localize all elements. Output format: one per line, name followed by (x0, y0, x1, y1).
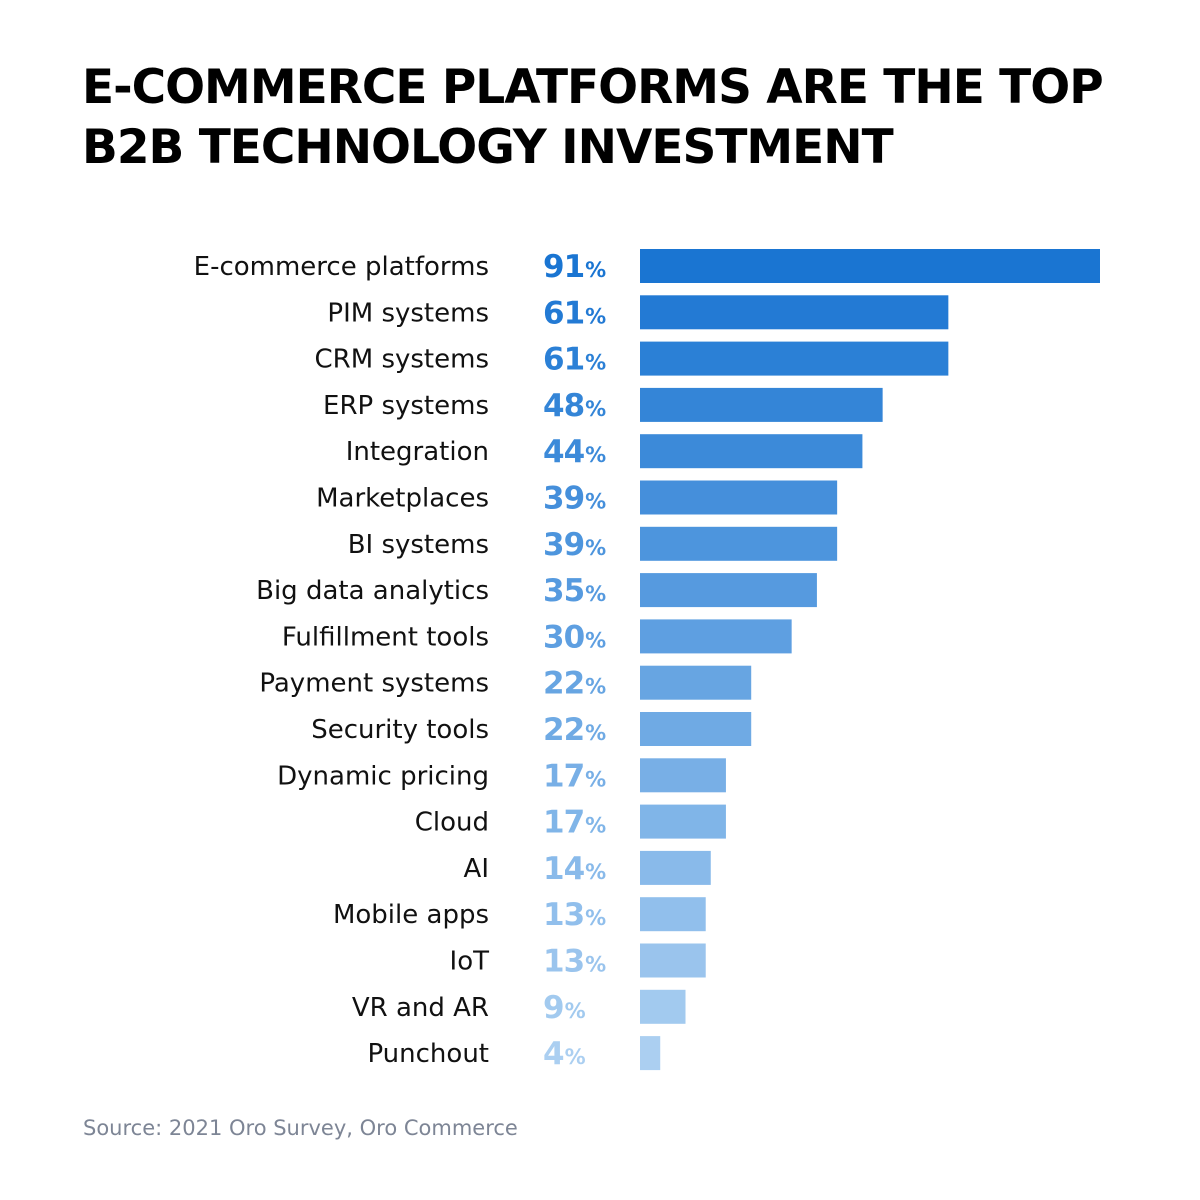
value-label: 35% (543, 573, 606, 609)
bar (640, 989, 686, 1024)
value-label: 61% (543, 342, 606, 378)
value-label: 48% (543, 388, 606, 424)
category-label: Mobile apps (333, 900, 489, 930)
category-label: CRM systems (315, 345, 489, 375)
value-label: 14% (543, 851, 606, 887)
value-label: 39% (543, 527, 606, 563)
category-label: Big data analytics (256, 576, 489, 606)
source-note: Source: 2021 Oro Survey, Oro Commerce (83, 1116, 518, 1140)
bar (640, 712, 752, 746)
bar (640, 526, 838, 561)
category-label: Integration (346, 437, 489, 467)
bar (640, 758, 726, 793)
bar (640, 480, 838, 515)
bar (640, 341, 949, 376)
value-label: 61% (543, 295, 606, 331)
bar (640, 434, 863, 469)
value-label: 17% (543, 805, 606, 841)
category-label: Payment systems (259, 669, 489, 699)
chart-title-line-1: E-COMMERCE PLATFORMS ARE THE TOP (82, 60, 1104, 115)
bar (640, 665, 752, 700)
bar (640, 943, 706, 978)
value-label: 17% (543, 758, 606, 794)
value-label: 22% (543, 712, 606, 748)
bar (640, 850, 711, 885)
value-label: 13% (543, 944, 606, 980)
bar (640, 249, 1100, 283)
category-label: Cloud (415, 808, 489, 838)
bar (640, 897, 706, 932)
value-label: 44% (543, 434, 606, 470)
bar (640, 804, 726, 839)
category-label: AI (464, 854, 489, 884)
bar (640, 295, 949, 330)
value-label: 9% (543, 990, 586, 1026)
value-label: 22% (543, 666, 606, 702)
bar (640, 1036, 661, 1071)
value-label: 91% (543, 249, 606, 285)
bar (640, 573, 817, 608)
category-label: ERP systems (323, 391, 489, 421)
category-label: BI systems (348, 530, 489, 560)
bar (640, 619, 792, 654)
category-label: VR and AR (352, 993, 489, 1023)
category-label: IoT (450, 947, 490, 977)
value-label: 4% (543, 1036, 586, 1072)
category-label: E-commerce platforms (194, 252, 489, 282)
category-label: Dynamic pricing (277, 761, 489, 791)
value-label: 13% (543, 897, 606, 933)
category-label: Fulfillment tools (282, 622, 489, 652)
bar (640, 387, 883, 422)
value-label: 30% (543, 619, 606, 655)
category-label: Punchout (367, 1039, 489, 1069)
category-label: PIM systems (327, 298, 489, 328)
chart-title-line-2: B2B TECHNOLOGY INVESTMENT (82, 120, 894, 175)
category-label: Marketplaces (316, 484, 489, 514)
category-label: Security tools (311, 715, 489, 745)
value-label: 39% (543, 481, 606, 517)
chart-title: E-COMMERCE PLATFORMS ARE THE TOP B2B TEC… (82, 58, 1142, 178)
